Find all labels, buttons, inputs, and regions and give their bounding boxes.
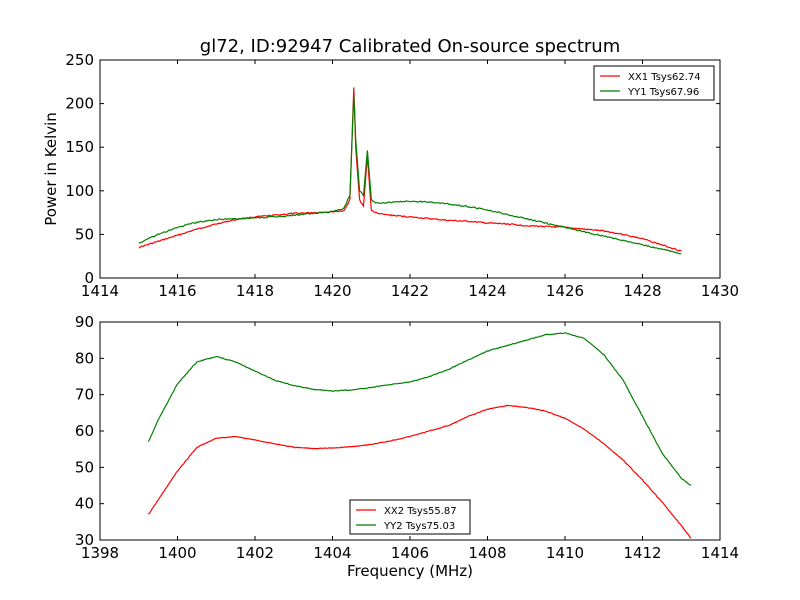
series-line-yy1 bbox=[138, 95, 682, 255]
legend-entry: XX2 Tsys55.87 bbox=[384, 506, 457, 517]
x-tick-label: 1404 bbox=[313, 544, 351, 562]
x-tick-label: 1398 bbox=[81, 544, 119, 562]
y-tick-label: 90 bbox=[75, 313, 94, 331]
y-tick-label: 60 bbox=[75, 422, 94, 440]
series-line-xx1 bbox=[138, 87, 682, 252]
x-tick-label: 1410 bbox=[546, 544, 584, 562]
x-tick-label: 1420 bbox=[313, 282, 351, 300]
x-tick-label: 1422 bbox=[391, 282, 429, 300]
chart-panel-1: 1414 1416 1418 1420 1422 1424 1426 1428 1430 0 50 1… bbox=[42, 36, 739, 300]
legend-box bbox=[593, 65, 715, 101]
x-tick-label: 1412 bbox=[623, 544, 661, 562]
chart-panel-2: 1398 1400 1402 1404 1406 1408 1410 1412 1414 30 40… bbox=[75, 313, 739, 580]
x-tick-label: 1414 bbox=[81, 282, 119, 300]
y-tick-label: 30 bbox=[75, 531, 94, 549]
y-tick-label: 40 bbox=[75, 495, 94, 513]
x-tick-label: 1424 bbox=[468, 282, 506, 300]
x-tick-label: 1406 bbox=[391, 544, 429, 562]
x-tick-label: 1426 bbox=[546, 282, 584, 300]
y-tick-label: 250 bbox=[65, 51, 94, 69]
y-tick-label: 0 bbox=[84, 269, 94, 287]
legend-entry: YY2 Tsys75.03 bbox=[383, 521, 455, 532]
legend-box bbox=[349, 499, 471, 535]
legend-entry: YY1 Tsys67.96 bbox=[627, 87, 699, 98]
x-tick-label: 1414 bbox=[701, 544, 739, 562]
y-tick-label: 200 bbox=[65, 95, 94, 113]
y-axis-label: Power in Kelvin bbox=[42, 112, 60, 226]
legend: XX2 Tsys55.87 YY2 Tsys75.03 bbox=[349, 499, 471, 535]
x-tick-label: 1418 bbox=[236, 282, 274, 300]
x-axis-label: Frequency (MHz) bbox=[347, 562, 473, 580]
x-tick-label: 1400 bbox=[158, 544, 196, 562]
y-tick-label: 50 bbox=[75, 225, 94, 243]
legend: XX1 Tsys62.74 YY1 Tsys67.96 bbox=[593, 65, 715, 101]
y-tick-label: 100 bbox=[65, 182, 94, 200]
chart-title: gl72, ID:92947 Calibrated On-source spec… bbox=[200, 36, 620, 57]
y-tick-label: 150 bbox=[65, 138, 94, 156]
x-tick-label: 1416 bbox=[158, 282, 196, 300]
series-line-xx2 bbox=[147, 404, 692, 539]
series-line-yy2 bbox=[147, 332, 692, 486]
y-tick-label: 50 bbox=[75, 458, 94, 476]
x-tick-label: 1430 bbox=[701, 282, 739, 300]
x-tick-label: 1402 bbox=[236, 544, 274, 562]
x-tick-label: 1428 bbox=[623, 282, 661, 300]
legend-entry: XX1 Tsys62.74 bbox=[628, 72, 701, 83]
y-tick-label: 70 bbox=[75, 386, 94, 404]
x-tick-label: 1408 bbox=[468, 544, 506, 562]
y-tick-label: 80 bbox=[75, 349, 94, 367]
